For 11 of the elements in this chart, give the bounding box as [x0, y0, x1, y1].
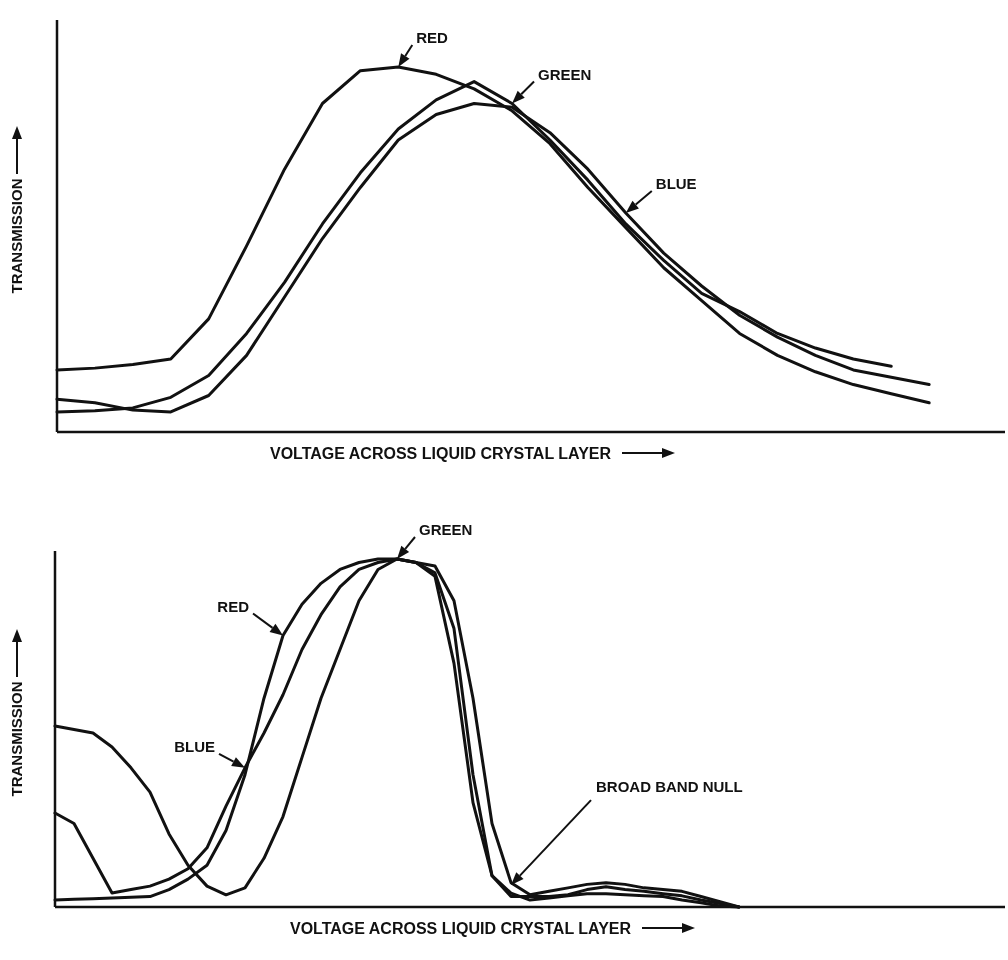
series-label: RED [416, 29, 449, 46]
y-axis-title: TRANSMISSION [8, 178, 25, 294]
text: RED [217, 597, 250, 615]
text: BLUE [174, 737, 215, 755]
text: BLUE [655, 175, 697, 192]
x-axis-title: VOLTAGE ACROSS LIQUID CRYSTAL LAYER [290, 920, 632, 937]
y-axis-title: TRANSMISSION [8, 681, 25, 797]
x-axis-title: VOLTAGE ACROSS LIQUID CRYSTAL LAYER [270, 445, 612, 462]
series-label: GREEN [419, 521, 473, 538]
annotation: BROAD BAND NULL [596, 778, 743, 796]
text: GREEN [538, 65, 592, 83]
